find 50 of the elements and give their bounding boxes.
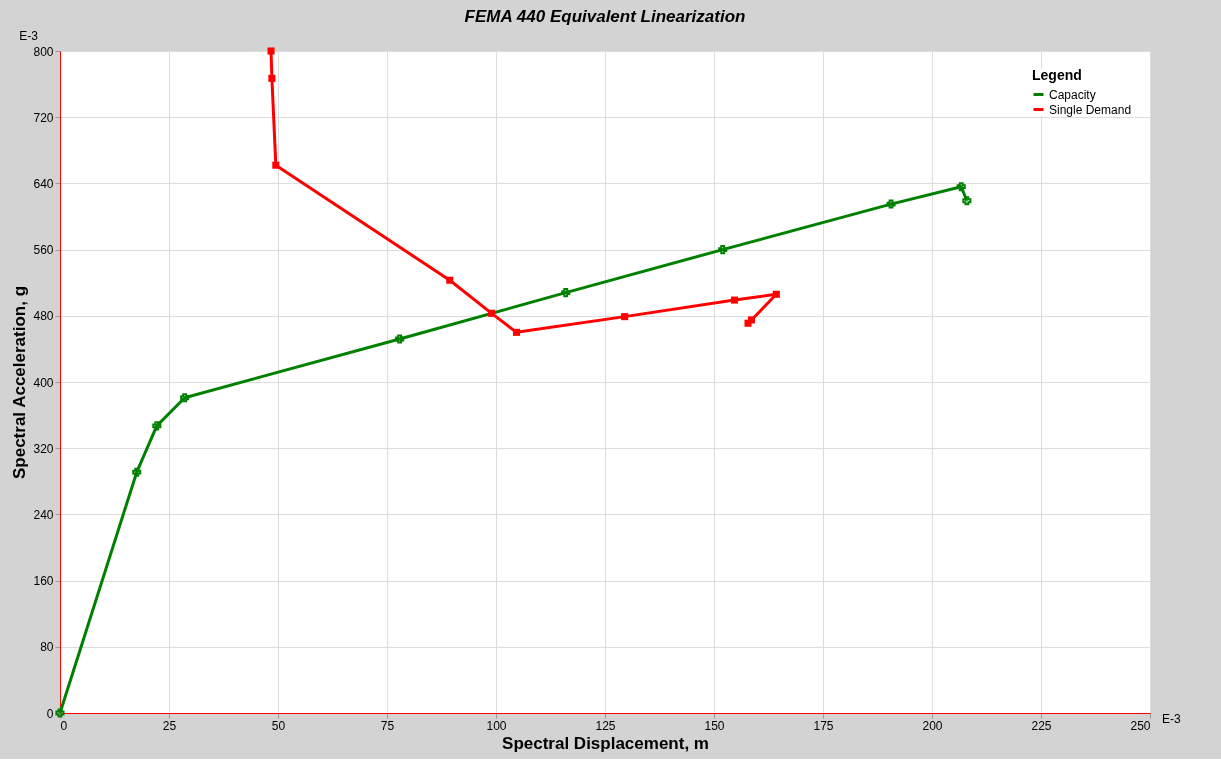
y-tick-label: 80 — [40, 640, 54, 655]
point — [55, 708, 65, 718]
point — [512, 328, 521, 336]
x-tick-label: 175 — [813, 718, 834, 733]
y-tick-label: 640 — [33, 176, 54, 191]
x-tick-label: 50 — [271, 718, 286, 733]
text: E-3 — [19, 29, 39, 43]
point — [744, 319, 752, 327]
point — [152, 421, 162, 431]
x-tick-label: 100 — [486, 718, 507, 733]
x-tick-label: 25 — [162, 718, 177, 733]
point — [446, 276, 454, 284]
y-tick-label: 0 — [46, 706, 54, 721]
x-tick-label: 200 — [922, 718, 943, 733]
y-tick-label: 560 — [33, 243, 54, 258]
legend-title: Legend — [1032, 67, 1082, 83]
y-tick-label: 400 — [33, 375, 54, 390]
point — [962, 196, 972, 206]
point — [956, 182, 966, 192]
x-axis-title: Spectral Displacement, m — [502, 733, 709, 753]
point — [886, 199, 896, 209]
point — [718, 245, 728, 255]
y-tick-label: 320 — [33, 441, 54, 456]
point — [267, 47, 275, 55]
text: E-3 — [1162, 712, 1181, 726]
point — [772, 290, 780, 298]
point — [561, 288, 571, 298]
y-tick-label: 800 — [33, 44, 54, 59]
y-tick-label: 720 — [33, 110, 54, 125]
point — [268, 74, 276, 82]
x-tick-label: 125 — [595, 718, 616, 733]
x-tick-label: 75 — [380, 718, 395, 733]
chart-title: FEMA 440 Equivalent Linearization — [464, 7, 746, 26]
legend-label: Single Demand — [1049, 102, 1132, 117]
x-tick-label: 225 — [1031, 718, 1052, 733]
point — [488, 309, 496, 317]
y-tick-label: 160 — [33, 574, 54, 589]
point — [132, 467, 142, 477]
x-tick-label: 0 — [60, 718, 68, 733]
x-tick-label: 150 — [704, 718, 725, 733]
point — [395, 334, 405, 344]
x-tick-label: 250 — [1130, 718, 1151, 733]
point — [621, 313, 629, 321]
point — [272, 161, 280, 169]
y-axis-title: Spectral Acceleration, g — [10, 285, 30, 480]
y-tick-label: 240 — [33, 507, 54, 522]
point — [730, 296, 739, 304]
legend-label: Capacity — [1049, 87, 1096, 102]
y-tick-label: 480 — [33, 309, 54, 324]
point — [180, 393, 190, 403]
